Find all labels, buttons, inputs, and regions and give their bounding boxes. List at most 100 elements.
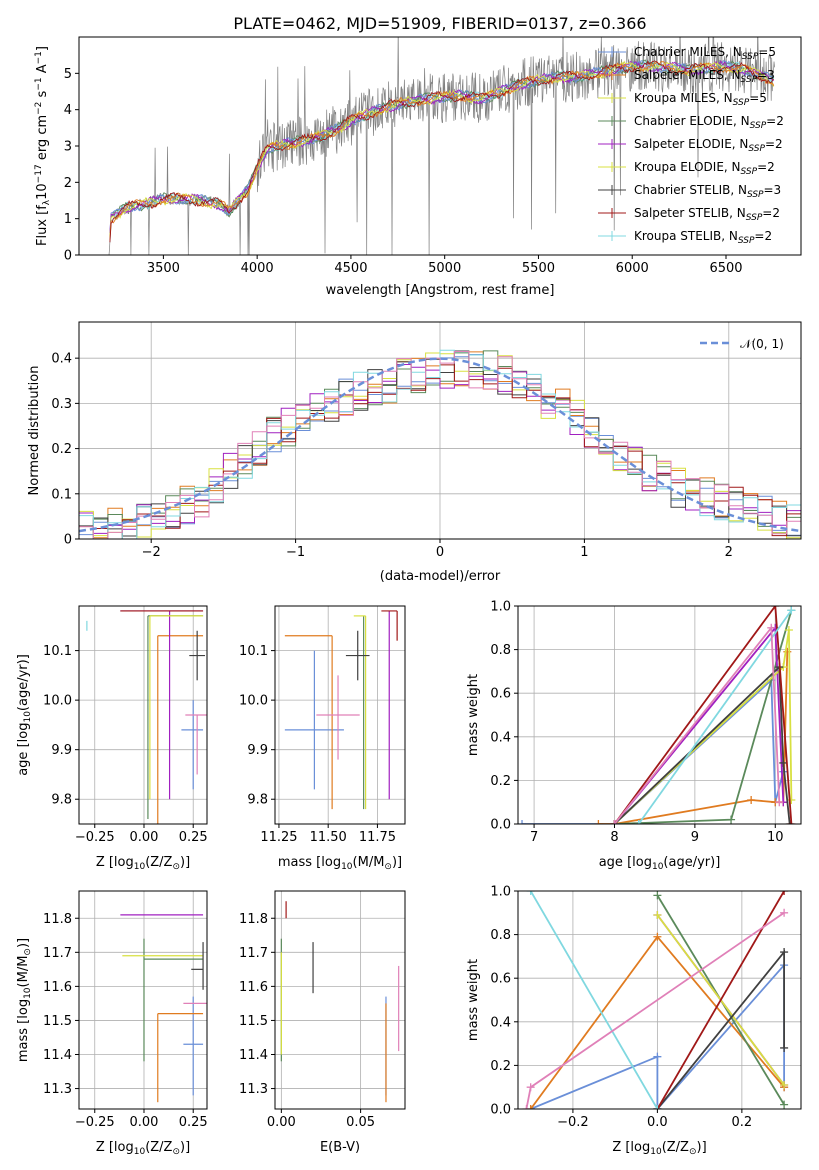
x-axis-label: (data-model)/error xyxy=(380,569,501,584)
y-axis-label: mass weight xyxy=(466,959,481,1041)
x-tick-label: 6000 xyxy=(616,261,649,276)
weight-marker xyxy=(653,910,662,919)
weight-marker xyxy=(785,820,794,824)
x-tick-label: 0.05 xyxy=(346,1115,375,1130)
y-axis-label: mass weight xyxy=(466,674,481,756)
error-point xyxy=(157,1013,204,1103)
axes-frame xyxy=(78,890,208,1110)
weight-line xyxy=(529,891,659,1109)
weight-marker xyxy=(594,820,603,824)
model-spectrum xyxy=(109,60,775,243)
frame-residuals: −2 −1 0 1 2 0 0.1 0.2 0.3 0.4 (data-model)/error No… xyxy=(27,321,802,584)
legend-entry: Salpeter ELODIE, NSSP=2 xyxy=(634,137,783,154)
y-tick-label: 10.0 xyxy=(43,694,72,709)
y-tick-label: 0.4 xyxy=(51,352,72,367)
axes-frame xyxy=(274,890,406,1110)
error-point xyxy=(157,635,204,824)
x-tick-label: −0.25 xyxy=(75,830,115,845)
model-spectrum xyxy=(109,60,775,241)
y-tick-label: 11.8 xyxy=(43,912,72,927)
y-tick-label: 10.1 xyxy=(239,644,268,659)
error-point xyxy=(147,615,204,820)
plot-area-residuals xyxy=(79,349,801,539)
weight-line xyxy=(656,891,785,1109)
weight-line xyxy=(613,606,793,824)
x-axis-label: age [log10(age/yr)] xyxy=(599,855,721,872)
normal-curve xyxy=(79,357,801,533)
weight-marker xyxy=(787,606,796,615)
y-tick-label: 11.4 xyxy=(239,1048,268,1063)
legend-entry: Kroupa MILES, NSSP=5 xyxy=(634,91,767,108)
x-tick-label: 0.2 xyxy=(732,1115,753,1130)
y-tick-label: 0.8 xyxy=(490,928,511,943)
x-axis-label: Z [log10(Z/Z⊙)] xyxy=(612,1140,706,1157)
x-tick-label: 2 xyxy=(725,545,733,560)
axes-spectrum: 3500 4000 4500 5000 5500 6000 6500 0 1 2 3 4 5 wavele… xyxy=(34,14,802,298)
error-point xyxy=(185,714,207,775)
weight-marker xyxy=(779,758,788,767)
weight-marker xyxy=(787,796,796,805)
x-tick-label: 7 xyxy=(530,830,538,845)
weight-marker xyxy=(775,798,784,807)
weight-marker xyxy=(780,1081,789,1090)
weight-line xyxy=(656,949,785,1109)
x-axis-label: Z [log10(Z/Z⊙)] xyxy=(96,1140,190,1157)
x-axis-label: wavelength [Angstrom, rest frame] xyxy=(326,283,555,298)
x-tick-label: 0.25 xyxy=(179,830,208,845)
weight-marker xyxy=(780,948,789,957)
plot-area-spectrum xyxy=(108,37,775,255)
error-point xyxy=(345,630,370,681)
axes-frame xyxy=(517,605,802,825)
y-tick-label: 0.1 xyxy=(51,487,72,502)
y-tick-label: 11.8 xyxy=(239,912,268,927)
y-tick-label: 10.1 xyxy=(43,644,72,659)
y-tick-label: 0.0 xyxy=(490,818,511,833)
weight-marker xyxy=(767,623,776,632)
y-tick-label: 0.6 xyxy=(490,687,511,702)
y-tick-label: 11.4 xyxy=(43,1048,72,1063)
axes-mass-weight-vs-Z: −0.2 0.0 0.2 0.0 0.2 0.4 0.6 0.8 1.0 Z [log10(Z/Z… xyxy=(466,885,802,1157)
y-tick-label: 9.9 xyxy=(51,743,72,758)
weight-line xyxy=(525,912,785,1109)
weight-marker xyxy=(780,908,789,917)
x-tick-label: 0.00 xyxy=(267,1115,296,1130)
error-point xyxy=(381,610,398,641)
weight-marker xyxy=(610,820,619,824)
y-tick-label: 5 xyxy=(64,67,72,82)
x-tick-label: 5500 xyxy=(522,261,555,276)
y-tick-label: 11.7 xyxy=(239,946,268,961)
y-axis-label: Flux [fλ10−17 erg cm−2 s−1 A−1] xyxy=(34,46,52,246)
x-axis-label: mass [log10(M/M⊙)] xyxy=(278,855,402,872)
weight-marker xyxy=(526,1083,535,1092)
weight-marker xyxy=(787,820,796,824)
y-tick-label: 0.2 xyxy=(51,442,72,457)
y-tick-label: 10.0 xyxy=(239,694,268,709)
x-tick-label: 3500 xyxy=(147,261,180,276)
axes-frame xyxy=(274,605,406,825)
frame-mass-vs-ebv: 0.00 0.05 11.3 11.4 11.5 11.6 11.7 11.8 E(B-V) xyxy=(239,890,406,1155)
weight-marker xyxy=(526,1105,535,1109)
x-tick-label: 0.25 xyxy=(179,1115,208,1130)
y-tick-label: 1.0 xyxy=(490,885,511,900)
x-tick-label: 5000 xyxy=(428,261,461,276)
error-point xyxy=(183,996,204,1096)
axes-frame xyxy=(78,605,208,825)
model-spectrum xyxy=(109,60,774,234)
y-axis-label: age [log10(age/yr)] xyxy=(16,654,33,776)
axes-residuals: −2 −1 0 1 2 0 0.1 0.2 0.3 0.4 (data-model)/error No… xyxy=(27,321,802,584)
plot-area-age-vs-mass xyxy=(284,610,398,810)
x-tick-label: 0 xyxy=(436,545,444,560)
legend-entry: Salpeter MILES, NSSP=3 xyxy=(634,68,775,85)
legend-entry: Salpeter STELIB, NSSP=2 xyxy=(634,206,780,223)
weight-marker xyxy=(784,625,793,634)
legend: Chabrier MILES, NSSP=5 Salpeter MILES, NS… xyxy=(598,45,784,246)
axes-mass-weight-vs-age: 7 8 9 10 0.0 0.2 0.4 0.6 0.8 1.0 age [log10(age/yr… xyxy=(466,600,802,872)
error-point xyxy=(191,942,204,990)
plot-area-mass-vs-ebv xyxy=(280,901,400,1103)
y-tick-label: 0.8 xyxy=(490,643,511,658)
plot-area-mass-weight-vs-Z xyxy=(522,891,789,1109)
plot-area-mass-weight-vs-age xyxy=(518,606,796,824)
x-tick-label: 4500 xyxy=(334,261,367,276)
axes-age-vs-Z: −0.25 0.00 0.25 9.8 9.9 10.0 10.1 Z [log10(Z/Z⊙… xyxy=(16,605,208,872)
y-tick-label: 3 xyxy=(64,140,72,155)
